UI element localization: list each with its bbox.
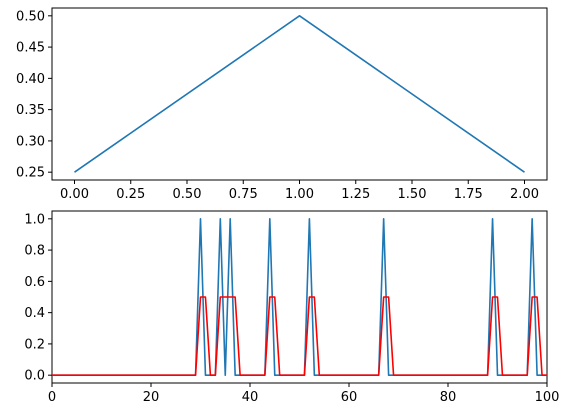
top-x-tick-label: 1.50 — [398, 187, 427, 202]
top-chart: 0.00 0.25 0.50 0.75 1.00 1.25 1.50 1.75 2.00 0.25… — [16, 7, 548, 202]
top-x-tick-label: 0.75 — [229, 187, 258, 202]
top-x-tick-label: 1.25 — [341, 187, 370, 202]
top-y-tick-label: 0.30 — [16, 134, 45, 149]
top-x-tick-label: 0.25 — [116, 187, 145, 202]
bottom-y-tick-label: 0.2 — [24, 337, 45, 352]
top-plot-frame — [51, 7, 548, 181]
bottom-y-tick-label: 0.4 — [24, 306, 45, 321]
bottom-x-tick-label: 0 — [48, 390, 56, 405]
bottom-x-tick-label: 20 — [143, 390, 160, 405]
bottom-x-tick-label: 60 — [341, 390, 358, 405]
top-y-tick-label: 0.25 — [16, 166, 45, 181]
top-x-tick-label: 0.00 — [60, 187, 89, 202]
bottom-plot-frame — [51, 210, 548, 384]
top-y-tick-label: 0.45 — [16, 41, 45, 56]
bottom-y-tick-label: 1.0 — [24, 212, 45, 227]
bottom-x-tick-label: 80 — [440, 390, 457, 405]
top-y-tick-label: 0.50 — [16, 9, 45, 24]
bottom-y-tick-label: 0.8 — [24, 244, 45, 259]
top-x-tick-label: 2.00 — [510, 187, 539, 202]
top-y-tick-label: 0.35 — [16, 103, 45, 118]
bottom-y-tick-label: 0.0 — [24, 369, 45, 384]
bottom-chart: 0 20 40 60 80 100 0.0 0.2 0.4 0.6 0.8 1.0 — [24, 210, 560, 405]
top-x-tick-label: 0.50 — [173, 187, 202, 202]
top-series-line — [74, 15, 525, 173]
bottom-x-tick-label: 40 — [242, 390, 259, 405]
top-x-tick-label: 1.75 — [454, 187, 483, 202]
bottom-spike-series-line — [52, 218, 547, 376]
bottom-y-tick-label: 0.6 — [24, 275, 45, 290]
bottom-x-tick-label: 100 — [535, 390, 560, 405]
top-y-tick-label: 0.40 — [16, 72, 45, 87]
bottom-smoothed-series-line — [52, 296, 547, 376]
top-x-tick-label: 1.00 — [285, 187, 314, 202]
